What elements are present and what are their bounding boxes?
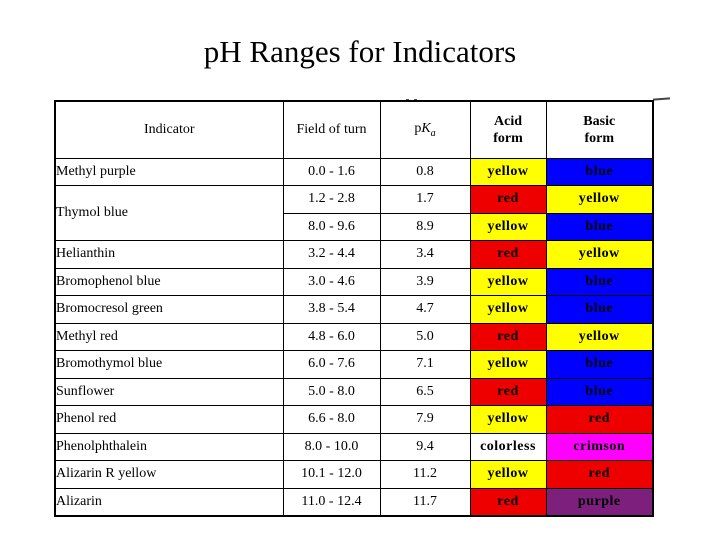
indicator-cell: Helianthin [54, 240, 284, 269]
basic-form-cell: blue [545, 350, 654, 379]
acid-form-cell: red [469, 185, 547, 214]
range-cell: 5.0 - 8.0 [282, 377, 381, 406]
basic-form-cell: yellow [545, 322, 654, 351]
indicator-cell: Bromothymol blue [54, 350, 284, 379]
table-row: Methyl purple 0.0 - 1.6 0.8 yellow blue [54, 157, 654, 186]
indicator-cell: Alizarin [54, 487, 284, 516]
indicator-cell: Thymol blue [54, 185, 284, 241]
range-cell: 3.0 - 4.6 [282, 267, 381, 296]
basic-form-cell: red [545, 405, 654, 434]
range-cell: 8.0 - 10.0 [282, 432, 381, 461]
column-header-acid-form: Acid form [469, 100, 547, 159]
pka-cell: 5.0 [379, 322, 471, 351]
column-header-basic-form: Basic form [545, 100, 654, 159]
pka-cell: 11.2 [379, 460, 471, 489]
acid-form-cell: yellow [469, 350, 547, 379]
basic-form-cell: purple [545, 487, 654, 516]
table-row: 8.0 - 9.6 8.9 yellow blue [55, 212, 654, 241]
pka-cell: 1.7 [379, 185, 471, 214]
pka-cell: 4.7 [379, 295, 471, 324]
pka-cell: 9.4 [379, 432, 471, 461]
pka-cell: 11.7 [379, 487, 471, 516]
table-row: Methyl red 4.8 - 6.0 5.0 red yellow [54, 322, 654, 351]
indicator-cell: Methyl red [54, 322, 284, 351]
indicator-cell: Methyl purple [54, 157, 284, 186]
table-row: Bromocresol green 3.8 - 5.4 4.7 yellow b… [54, 295, 654, 324]
basic-form-line2: form [584, 130, 615, 146]
range-cell: 6.6 - 8.0 [282, 405, 381, 434]
table-row: Bromophenol blue 3.0 - 4.6 3.9 yellow bl… [54, 267, 654, 296]
pka-cell: 3.9 [379, 267, 471, 296]
indicators-table: Indicator Field of turn pKa Acid form Bas… [54, 100, 654, 517]
range-cell: 3.2 - 4.4 [282, 240, 381, 269]
indicator-cell: Alizarin R yellow [54, 460, 284, 489]
range-cell: 1.2 - 2.8 [282, 185, 381, 214]
pka-cell: 8.9 [379, 212, 471, 241]
scan-artifact-dash [652, 97, 671, 101]
basic-form-cell: red [545, 460, 654, 489]
acid-form-line2: form [493, 130, 523, 146]
header-row: Indicator Field of turn pKa Acid form Bas… [54, 100, 654, 159]
table-row: Bromothymol blue 6.0 - 7.6 7.1 yellow bl… [54, 350, 654, 379]
acid-form-cell: red [469, 487, 547, 516]
indicator-cell: Phenol red [54, 405, 284, 434]
pka-cell: 3.4 [379, 240, 471, 269]
basic-form-cell: blue [545, 267, 654, 296]
range-cell: 10.1 - 12.0 [282, 460, 381, 489]
basic-form-line1: Basic [583, 113, 616, 129]
basic-form-cell: blue [545, 157, 654, 186]
range-cell: 8.0 - 9.6 [282, 212, 381, 241]
range-cell: 0.0 - 1.6 [282, 157, 381, 186]
table-row: Sunflower 5.0 - 8.0 6.5 red blue [54, 377, 654, 406]
column-header-field-of-turn: Field of turn [282, 100, 381, 159]
indicator-cell: Sunflower [54, 377, 284, 406]
acid-form-cell: yellow [469, 157, 547, 186]
pka-base: p [414, 120, 422, 136]
pka-cell: 0.8 [379, 157, 471, 186]
pka-subscript: a [430, 127, 436, 139]
indicator-cell: Bromophenol blue [54, 267, 284, 296]
acid-form-line1: Acid [494, 113, 522, 129]
range-cell: 3.8 - 5.4 [282, 295, 381, 324]
acid-form-cell: yellow [469, 405, 547, 434]
table-row: Helianthin 3.2 - 4.4 3.4 red yellow [54, 240, 654, 269]
basic-form-cell: blue [545, 377, 654, 406]
basic-form-cell: yellow [545, 185, 654, 214]
page-title: pH Ranges for Indicators [203, 34, 517, 69]
pka-cell: 7.9 [379, 405, 471, 434]
acid-form-cell: yellow [469, 267, 547, 296]
table-row: Phenolphthalein 8.0 - 10.0 9.4 colorless… [54, 432, 654, 461]
column-header-pka: pKa [379, 100, 471, 159]
indicator-cell: Phenolphthalein [54, 432, 284, 461]
acid-form-cell: yellow [469, 460, 547, 489]
basic-form-cell: yellow [545, 240, 654, 269]
basic-form-cell: blue [545, 212, 654, 241]
pka-cell: 7.1 [379, 350, 471, 379]
acid-form-cell: red [469, 240, 547, 269]
range-cell: 11.0 - 12.4 [282, 487, 381, 516]
acid-form-cell: colorless [469, 432, 547, 461]
table-row: Phenol red 6.6 - 8.0 7.9 yellow red [54, 405, 654, 434]
table-row: Alizarin 11.0 - 12.4 11.7 red purple [54, 487, 654, 516]
pka-cell: 6.5 [379, 377, 471, 406]
table-row: Alizarin R yellow 10.1 - 12.0 11.2 yello… [54, 460, 654, 489]
pka-symbol: K [421, 120, 431, 136]
acid-form-cell: red [469, 322, 547, 351]
range-cell: 4.8 - 6.0 [282, 322, 381, 351]
basic-form-cell: crimson [545, 432, 654, 461]
acid-form-cell: yellow [469, 295, 547, 324]
range-cell: 6.0 - 7.6 [282, 350, 381, 379]
acid-form-cell: red [469, 377, 547, 406]
acid-form-cell: yellow [469, 212, 547, 241]
column-header-indicator: Indicator [54, 100, 284, 159]
table-row: Thymol blue 1.2 - 2.8 1.7 red yellow [54, 185, 654, 241]
basic-form-cell: blue [545, 295, 654, 324]
indicator-cell: Bromocresol green [54, 295, 284, 324]
